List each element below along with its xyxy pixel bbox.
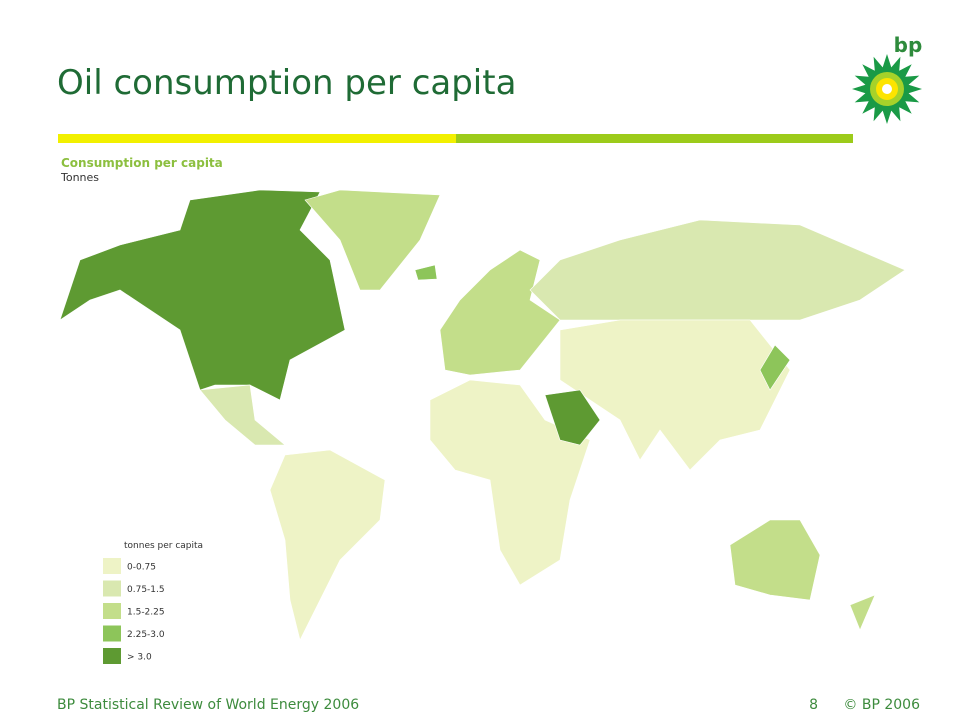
- divider-green: [456, 134, 853, 143]
- legend-label: 0-0.75: [127, 563, 156, 573]
- title: Oil consumption per capita: [57, 63, 516, 103]
- legend-label: > 3.0: [127, 653, 152, 663]
- region: [529, 219, 906, 321]
- map-title: Consumption per capita: [61, 156, 223, 170]
- region: [759, 344, 791, 391]
- region: [439, 249, 561, 376]
- region: [429, 379, 591, 586]
- region: [729, 519, 821, 601]
- page-number: 8: [809, 697, 818, 713]
- footer-source: BP Statistical Review of World Energy 20…: [57, 697, 359, 713]
- legend: 0-0.75 0.75-1.5 1.5-2.25 2.25-3.0 > 3.0: [103, 558, 165, 664]
- legend-swatch: [103, 603, 121, 619]
- region: [199, 384, 286, 446]
- region: [559, 319, 791, 471]
- region: [544, 389, 601, 446]
- region: [849, 594, 876, 631]
- legend-label: 1.5-2.25: [127, 608, 165, 618]
- copyright: © BP 2006: [843, 697, 920, 713]
- legend-label: 2.25-3.0: [127, 630, 165, 640]
- legend-swatch: [103, 648, 121, 664]
- legend-swatch: [103, 558, 121, 574]
- legend-swatch: [103, 580, 121, 597]
- legend-swatch: [103, 625, 121, 642]
- logo-core: [882, 84, 892, 94]
- region: [304, 189, 441, 291]
- region: [414, 264, 438, 281]
- bp-logo: bp: [852, 33, 922, 124]
- world-map: [59, 189, 906, 641]
- legend-title: tonnes per capita: [124, 541, 203, 551]
- region: [59, 189, 346, 401]
- logo-text: bp: [894, 33, 923, 57]
- region: [269, 449, 386, 641]
- map-unit: Tonnes: [60, 171, 99, 184]
- legend-label: 0.75-1.5: [127, 585, 165, 595]
- divider-yellow: [58, 134, 456, 143]
